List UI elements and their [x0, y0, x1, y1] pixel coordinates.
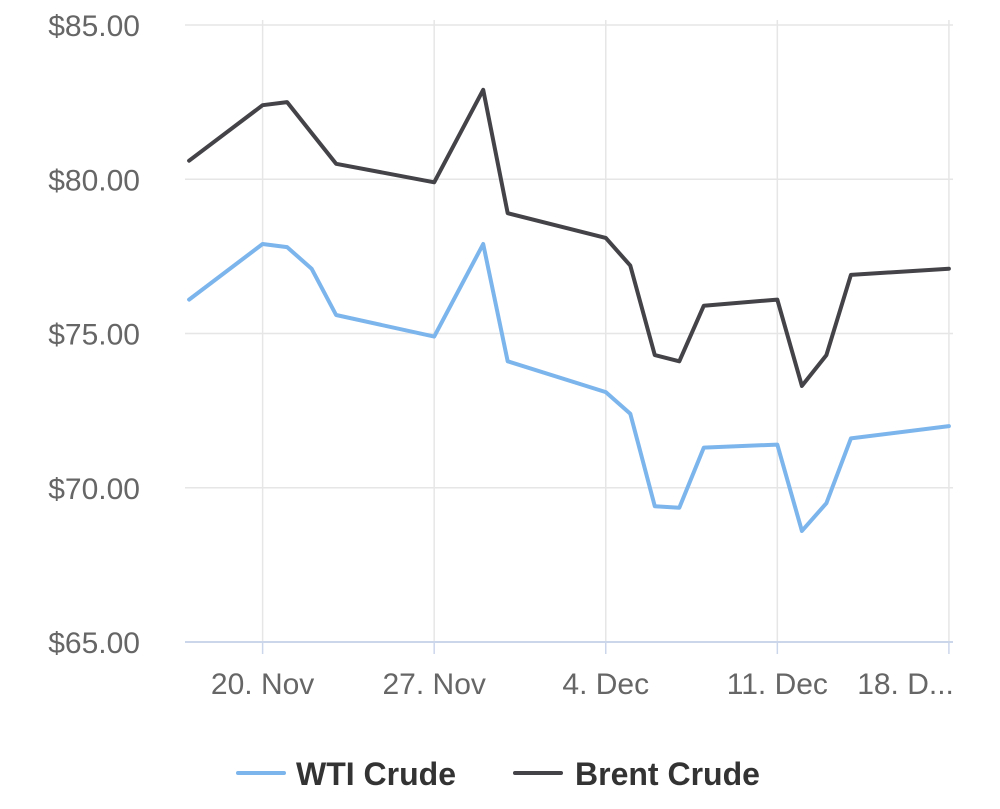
- x-tick-label: 27. Nov: [382, 668, 485, 701]
- brent-crude-line[interactable]: [187, 87, 951, 388]
- series-lines: [187, 87, 951, 533]
- legend[interactable]: WTI Crude Brent Crude: [236, 756, 760, 792]
- y-tick-label: $70.00: [48, 473, 140, 506]
- y-tick-label: $65.00: [48, 627, 140, 660]
- x-tick-label: 20. Nov: [211, 668, 314, 701]
- legend-item-brent-crude[interactable]: Brent Crude: [513, 756, 760, 792]
- legend-label: WTI Crude: [296, 756, 456, 792]
- y-tick-label: $75.00: [48, 319, 140, 352]
- axes: $65.00 $70.00 $75.00 $80.00 $85.00 20. Nov 27.…: [48, 10, 954, 701]
- x-tick-label: 11. Dec: [727, 668, 828, 701]
- y-tick-label: $80.00: [48, 164, 140, 197]
- legend-item-wti-crude[interactable]: WTI Crude: [236, 756, 456, 792]
- x-tick-label: 4. Dec: [562, 668, 649, 701]
- wti-crude-line[interactable]: [187, 242, 951, 533]
- gridlines: [185, 20, 953, 642]
- legend-label: Brent Crude: [575, 756, 760, 792]
- x-tick-label: 18. D...: [857, 668, 954, 701]
- y-tick-label: $85.00: [48, 10, 140, 43]
